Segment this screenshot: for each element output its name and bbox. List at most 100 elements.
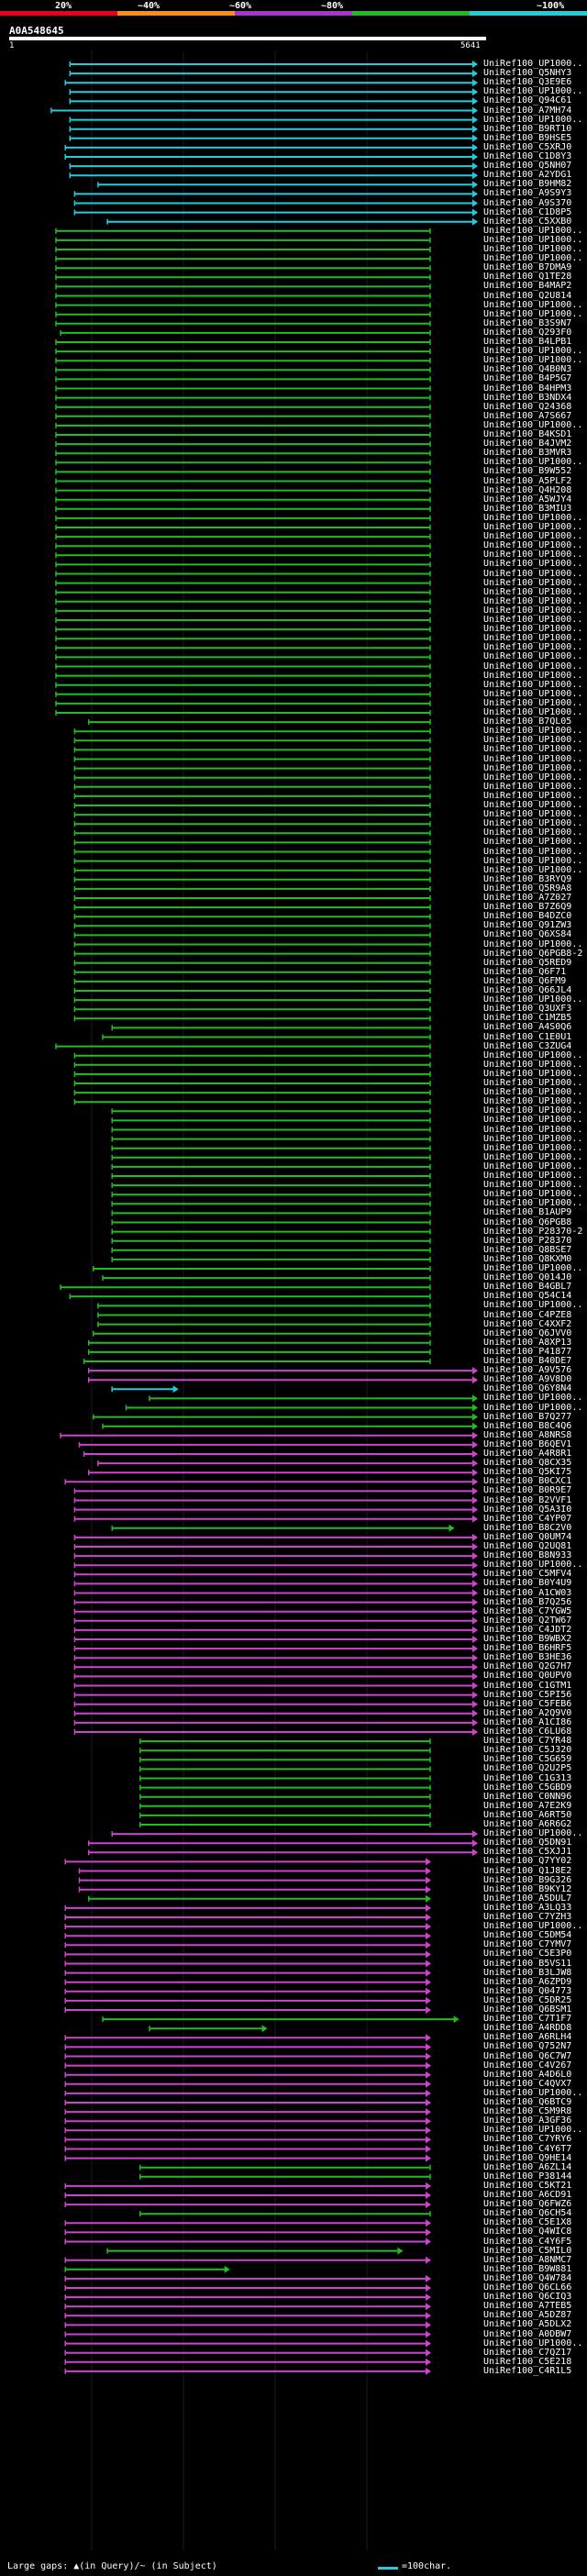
hit-link[interactable]: UniRef100_Q3E9E6 <box>483 77 572 88</box>
hit-link[interactable]: UniRef100_C5E3P0 <box>483 1949 572 1960</box>
hit-link[interactable]: UniRef100_C7YZH3 <box>483 1912 572 1922</box>
hit-link[interactable]: UniRef100_B3MVR3 <box>483 448 572 459</box>
hit-link[interactable]: UniRef100_Q6CIQ3 <box>483 2292 572 2303</box>
hit-link[interactable]: UniRef100_C5KT21 <box>483 2180 572 2191</box>
hit-link[interactable]: UniRef100_Q5KI75 <box>483 1467 572 1478</box>
hit-link[interactable]: UniRef100_B9WBX2 <box>483 1634 572 1644</box>
hit-link[interactable]: UniRef100_C4YP07 <box>483 1513 572 1524</box>
hit-link[interactable]: UniRef100_UP1000.. <box>483 1115 583 1126</box>
hit-link[interactable]: UniRef100_UP1000.. <box>483 114 583 125</box>
hit-link[interactable]: UniRef100_Q6XS84 <box>483 929 572 940</box>
hit-link[interactable]: UniRef100_UP1000.. <box>483 244 583 254</box>
hit-link[interactable]: UniRef100_A1CW03 <box>483 1587 572 1598</box>
hit-link[interactable]: UniRef100_Q1J8E2 <box>483 1865 572 1876</box>
hit-link[interactable]: UniRef100_UP1000.. <box>483 642 583 653</box>
hit-link[interactable]: UniRef100_A4S0Q6 <box>483 1022 572 1033</box>
hit-link[interactable]: UniRef100_UP1000.. <box>483 59 583 69</box>
hit-link[interactable]: UniRef100_C5J320 <box>483 1745 572 1756</box>
hit-link[interactable]: UniRef100_UP1000.. <box>483 679 583 690</box>
hit-link[interactable]: UniRef100_B9KY12 <box>483 1883 572 1894</box>
hit-link[interactable]: UniRef100_A9S9Y3 <box>483 188 572 199</box>
hit-link[interactable]: UniRef100_Q752N7 <box>483 2041 572 2052</box>
hit-link[interactable]: UniRef100_UP1000.. <box>483 855 583 866</box>
hit-link[interactable]: UniRef100_UP1000.. <box>483 837 583 848</box>
hit-link[interactable]: UniRef100_C7T1F7 <box>483 2014 572 2025</box>
hit-link[interactable]: UniRef100_Q4B0N3 <box>483 364 572 375</box>
hit-link[interactable]: UniRef100_Q293F0 <box>483 327 572 338</box>
hit-link[interactable]: UniRef100_UP1000.. <box>483 253 583 264</box>
hit-link[interactable]: UniRef100_UP1000.. <box>483 540 583 551</box>
hit-link[interactable]: UniRef100_UP1000.. <box>483 938 583 949</box>
hit-link[interactable]: UniRef100_C1D8Y3 <box>483 151 572 161</box>
hit-link[interactable]: UniRef100_Q6FWZ6 <box>483 2199 572 2210</box>
hit-link[interactable]: UniRef100_A8NRS8 <box>483 1429 572 1440</box>
hit-link[interactable]: UniRef100_B4GBL7 <box>483 1282 572 1293</box>
hit-link[interactable]: UniRef100_UP1000.. <box>483 1171 583 1181</box>
hit-link[interactable]: UniRef100_Q9HE14 <box>483 2152 572 2163</box>
hit-link[interactable]: UniRef100_UP1000.. <box>483 670 583 681</box>
hit-link[interactable]: UniRef100_A7TEB5 <box>483 2301 572 2312</box>
hit-link[interactable]: UniRef100_UP1000.. <box>483 225 583 236</box>
hit-link[interactable]: UniRef100_Q94C61 <box>483 95 572 106</box>
hit-link[interactable]: UniRef100_B3MIU3 <box>483 503 572 514</box>
hit-link[interactable]: UniRef100_B2VVF1 <box>483 1494 572 1505</box>
hit-link[interactable]: UniRef100_A7E2K9 <box>483 1800 572 1811</box>
hit-link[interactable]: UniRef100_Q5A3I0 <box>483 1504 572 1515</box>
hit-link[interactable]: UniRef100_UP1000.. <box>483 744 583 755</box>
hit-link[interactable]: UniRef100_UP1000.. <box>483 1160 583 1171</box>
hit-link[interactable]: UniRef100_UP1000.. <box>483 86 583 97</box>
hit-link[interactable]: UniRef100_UP1000.. <box>483 818 583 829</box>
hit-link[interactable]: UniRef100_C7YRY6 <box>483 2134 572 2145</box>
hit-link[interactable]: UniRef100_UP1000.. <box>483 419 583 430</box>
hit-link[interactable]: UniRef100_UP1000.. <box>483 1142 583 1153</box>
hit-link[interactable]: UniRef100_Q54C14 <box>483 1291 572 1302</box>
hit-link[interactable]: UniRef100_Q5RED9 <box>483 957 572 968</box>
hit-link[interactable]: UniRef100_Q5DN91 <box>483 1838 572 1849</box>
hit-link[interactable]: UniRef100_A3GF36 <box>483 2115 572 2126</box>
hit-link[interactable]: UniRef100_UP1000.. <box>483 1096 583 1107</box>
hit-link[interactable]: UniRef100_B40DE7 <box>483 1356 572 1366</box>
hit-link[interactable]: UniRef100_B4LPB1 <box>483 337 572 347</box>
hit-link[interactable]: UniRef100_UP1000.. <box>483 1198 583 1209</box>
hit-link[interactable]: UniRef100_B9G326 <box>483 1874 572 1885</box>
hit-link[interactable]: UniRef100_UP1000.. <box>483 2125 583 2136</box>
hit-link[interactable]: UniRef100_B3HE36 <box>483 1652 572 1663</box>
hit-link[interactable]: UniRef100_A7Z027 <box>483 893 572 903</box>
hit-link[interactable]: UniRef100_UP1000.. <box>483 615 583 625</box>
hit-link[interactable]: UniRef100_UP1000.. <box>483 1124 583 1135</box>
hit-link[interactable]: UniRef100_B8N933 <box>483 1550 572 1561</box>
hit-link[interactable]: UniRef100_B4JVM2 <box>483 439 572 450</box>
hit-link[interactable]: UniRef100_UP1000.. <box>483 1300 583 1311</box>
hit-link[interactable]: UniRef100_Q6PGB8 <box>483 1216 572 1227</box>
hit-link[interactable]: UniRef100_Q4W784 <box>483 2272 572 2283</box>
hit-link[interactable]: UniRef100_UP1000.. <box>483 651 583 662</box>
hit-link[interactable]: UniRef100_Q8KXM0 <box>483 1253 572 1264</box>
hit-link[interactable]: UniRef100_B9W552 <box>483 466 572 477</box>
hit-link[interactable]: UniRef100_C4R1L5 <box>483 2365 572 2376</box>
hit-link[interactable]: UniRef100_UP1000.. <box>483 568 583 579</box>
hit-link[interactable]: UniRef100_UP1000.. <box>483 1560 583 1571</box>
hit-link[interactable]: UniRef100_C5E218 <box>483 2356 572 2367</box>
hit-link[interactable]: UniRef100_C4PZE8 <box>483 1309 572 1320</box>
hit-link[interactable]: UniRef100_Q4WIC8 <box>483 2226 572 2237</box>
hit-link[interactable]: UniRef100_Q6BTC9 <box>483 2097 572 2107</box>
hit-link[interactable]: UniRef100_UP1000.. <box>483 577 583 588</box>
hit-link[interactable]: UniRef100_UP1000.. <box>483 624 583 635</box>
hit-link[interactable]: UniRef100_UP1000.. <box>483 846 583 857</box>
hit-link[interactable]: UniRef100_P38144 <box>483 2171 572 2182</box>
hit-link[interactable]: UniRef100_C0NN96 <box>483 1791 572 1802</box>
hit-link[interactable]: UniRef100_UP1000.. <box>483 1393 583 1404</box>
hit-link[interactable]: UniRef100_UP1000.. <box>483 1087 583 1098</box>
hit-link[interactable]: UniRef100_UP1000.. <box>483 1078 583 1088</box>
hit-link[interactable]: UniRef100_Q5NH07 <box>483 161 572 172</box>
hit-link[interactable]: UniRef100_UP1000.. <box>483 1189 583 1200</box>
hit-link[interactable]: UniRef100_UP1000.. <box>483 707 583 717</box>
hit-link[interactable]: UniRef100_C4V267 <box>483 2060 572 2071</box>
hit-link[interactable]: UniRef100_B9RT10 <box>483 123 572 134</box>
hit-link[interactable]: UniRef100_Q6F71 <box>483 966 567 977</box>
hit-link[interactable]: UniRef100_A3LQ33 <box>483 1902 572 1913</box>
hit-link[interactable]: UniRef100_C6LU68 <box>483 1727 572 1737</box>
hit-link[interactable]: UniRef100_A5DLX2 <box>483 2319 572 2330</box>
hit-link[interactable]: UniRef100_C5G659 <box>483 1754 572 1765</box>
hit-link[interactable]: UniRef100_Q6PGB8-2 <box>483 948 583 959</box>
